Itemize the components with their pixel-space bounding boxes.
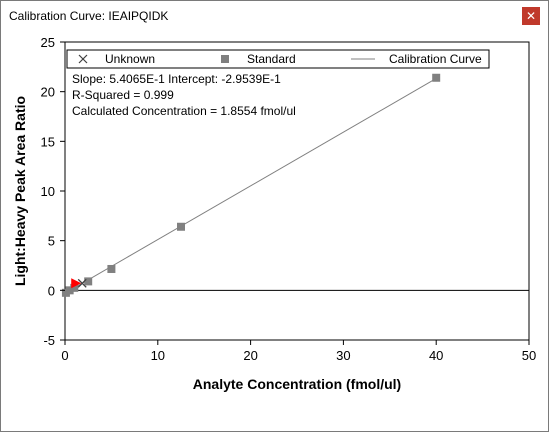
x-tick-label: 50 xyxy=(522,348,536,363)
selected-point-marker xyxy=(71,278,82,289)
standard-point xyxy=(65,286,74,295)
legend-standard-marker xyxy=(221,55,229,63)
calibration-annotation: R-Squared = 0.999 xyxy=(72,88,174,102)
window-title: Calibration Curve: IEAIPQIDK xyxy=(9,9,169,23)
standard-point xyxy=(177,222,185,231)
legend-label: Calibration Curve xyxy=(389,52,482,66)
legend-unknown-stroke xyxy=(78,54,88,64)
x-tick-label: 30 xyxy=(336,348,350,363)
y-tick-label: 25 xyxy=(41,35,55,50)
y-tick-label: -5 xyxy=(43,333,55,348)
x-tick-label: 20 xyxy=(243,348,257,363)
calibration-annotation: Calculated Concentration = 1.8554 fmol/u… xyxy=(72,104,296,118)
standard-point xyxy=(432,73,441,82)
unknown-point xyxy=(77,278,87,288)
calibration-annotation: Slope: 5.4065E-1 Intercept: -2.9539E-1 xyxy=(72,72,281,86)
standard-point xyxy=(70,283,79,292)
y-tick-label: 5 xyxy=(48,234,55,249)
standard-point xyxy=(107,264,116,273)
y-tick-label: 10 xyxy=(41,184,55,199)
legend-label: Standard xyxy=(247,52,296,66)
y-tick-label: 0 xyxy=(48,283,55,298)
legend-unknown-marker xyxy=(78,54,88,64)
y-tick-label: 20 xyxy=(41,85,55,100)
calibration-chart: 0 10 20 30 40 50 -5 0 5 10 15 20 25 Unknown Standard C… xyxy=(12,35,536,392)
plot-area-frame xyxy=(64,41,530,341)
unknown-point-stroke xyxy=(77,278,87,288)
title-bar[interactable]: Calibration Curve: IEAIPQIDK ✕ xyxy=(1,1,548,32)
y-axis-title: Light:Heavy Peak Area Ratio xyxy=(12,96,28,286)
calibration-curve-line xyxy=(64,78,437,294)
y-tick-label: 15 xyxy=(41,134,55,149)
x-tick-label: 0 xyxy=(61,348,68,363)
standard-point xyxy=(84,277,93,286)
legend-box xyxy=(66,49,490,69)
legend-label: Unknown xyxy=(105,52,155,66)
x-tick-label: 10 xyxy=(151,348,165,363)
close-button[interactable]: ✕ xyxy=(522,7,540,25)
x-axis-title: Analyte Concentration (fmol/ul) xyxy=(193,376,401,392)
x-tick-label: 40 xyxy=(429,348,443,363)
